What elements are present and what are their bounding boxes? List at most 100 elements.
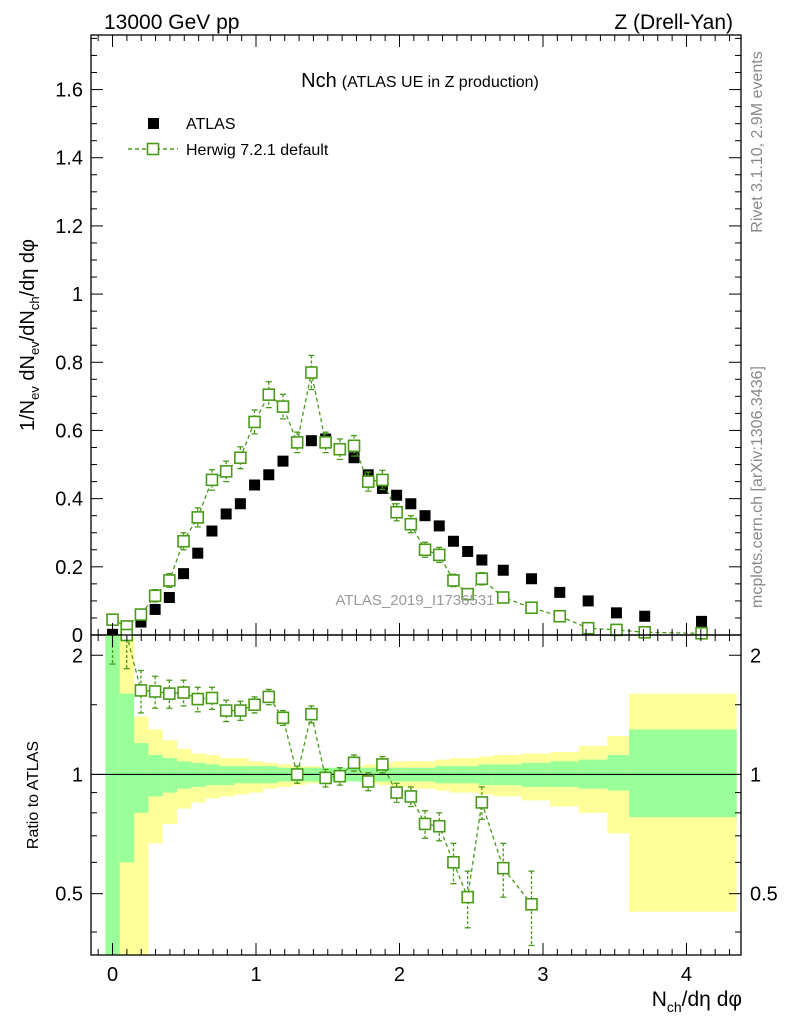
- ratio-herwig-point: [276, 711, 290, 725]
- ratio-y-tick-label-right: 0.5: [750, 884, 778, 906]
- atlas-point: [610, 607, 622, 619]
- ratio-herwig-point: [347, 756, 361, 770]
- atlas-point: [220, 508, 232, 520]
- ratio-herwig-point: [418, 817, 432, 831]
- herwig-point: [525, 601, 538, 615]
- ratio-herwig-point: [248, 698, 261, 712]
- herwig-point: [404, 517, 418, 531]
- y-tick-label: 1.4: [55, 148, 83, 170]
- x-axis-label: Nch/dη dφ: [652, 988, 742, 1015]
- atlas-point: [405, 498, 417, 510]
- chart-title-sub: (ATLAS UE in Z production): [342, 74, 539, 91]
- herwig-point: [695, 626, 708, 640]
- herwig-point: [376, 473, 389, 487]
- y-tick-label: 1: [72, 284, 83, 306]
- ratio-y-axis-label: Ratio to ATLAS: [25, 741, 42, 849]
- herwig-point: [319, 436, 332, 449]
- uncertainty-band-inner: [220, 766, 235, 786]
- uncertainty-band-inner: [148, 754, 163, 797]
- x-tick-label: 1: [250, 964, 261, 986]
- herwig-point: [262, 388, 276, 401]
- herwig-point: [461, 587, 474, 601]
- ratio-herwig-point: [333, 769, 347, 783]
- herwig-point: [163, 574, 176, 587]
- analysis-watermark: ATLAS_2019_I1736531: [335, 592, 494, 609]
- ratio-herwig-point: [390, 786, 403, 799]
- y-tick-label: 0.4: [55, 489, 83, 511]
- atlas-point: [433, 520, 445, 532]
- legend-marker-herwig: [146, 142, 160, 156]
- atlas-point: [526, 573, 538, 585]
- ratio-herwig-point: [191, 692, 205, 706]
- ratio-y-tick-label: 0.5: [55, 884, 83, 906]
- ratio-herwig-point: [290, 768, 304, 781]
- ratio-herwig-point: [219, 704, 233, 717]
- legend-label-herwig: Herwig 7.2.1 default: [186, 142, 329, 159]
- atlas-point: [206, 525, 218, 537]
- uncertainty-band-inner: [629, 729, 737, 818]
- main-y-axis-label: 1/Nev dNev/dNch/dη dφ: [17, 239, 42, 431]
- herwig-point: [432, 548, 446, 562]
- herwig-point: [447, 574, 460, 587]
- x-tick-label: 2: [394, 964, 405, 986]
- header-left: 13000 GeV pp: [104, 11, 239, 34]
- atlas-point: [249, 479, 261, 491]
- legend-label-atlas: ATLAS: [186, 116, 236, 133]
- y-tick-label: 0.6: [55, 420, 83, 442]
- y-tick-label: 0: [72, 625, 83, 647]
- herwig-point: [205, 473, 219, 487]
- herwig-point: [134, 608, 148, 621]
- herwig-point: [418, 543, 432, 557]
- ratio-herwig-point: [376, 758, 389, 771]
- herwig-point: [234, 451, 247, 465]
- x-tick-label: 3: [537, 964, 548, 986]
- y-tick-label: 0.2: [55, 557, 83, 579]
- atlas-point: [462, 545, 474, 557]
- herwig-point: [638, 625, 652, 639]
- atlas-point: [376, 482, 388, 494]
- ratio-herwig-point: [319, 771, 332, 785]
- chart-title: Nch (ATLAS UE in Z production): [301, 70, 539, 92]
- atlas-point: [639, 610, 651, 622]
- ratio-herwig-point: [177, 686, 190, 699]
- ratio-y-tick-label-right: 2: [750, 645, 761, 667]
- uncertainty-band-inner: [105, 635, 120, 955]
- herwig-point: [475, 572, 489, 586]
- ratio-herwig-point: [148, 685, 162, 698]
- ratio-y-tick-label-right: 1: [750, 764, 761, 786]
- ratio-y-tick-label: 1: [72, 764, 83, 786]
- mcplots-label: mcplots.cern.ch [arXiv:1306.3436]: [749, 366, 766, 608]
- atlas-point: [149, 603, 161, 615]
- herwig-point: [581, 621, 595, 635]
- atlas-point: [348, 452, 360, 464]
- uncertainty-band-inner: [607, 754, 630, 791]
- y-tick-label: 1.2: [55, 216, 83, 238]
- ratio-herwig-point: [134, 684, 148, 697]
- herwig-point: [305, 366, 318, 379]
- herwig-point: [496, 591, 510, 604]
- uncertainty-band-inner: [119, 693, 135, 863]
- ratio-herwig-point: [475, 796, 489, 809]
- ratio-plot-frame: [90, 634, 742, 956]
- atlas-point: [497, 564, 509, 576]
- atlas-point: [192, 547, 204, 559]
- rivet-version-label: Rivet 3.1.10, 2.9M events: [749, 51, 766, 232]
- ratio-herwig-point: [447, 856, 460, 869]
- legend-marker-atlas: [148, 118, 159, 129]
- ratio-y-tick-label: 2: [72, 645, 83, 667]
- atlas-point: [178, 568, 190, 580]
- ratio-herwig-point: [234, 704, 247, 717]
- herwig-point: [219, 465, 233, 478]
- y-tick-label: 0.8: [55, 352, 83, 374]
- herwig-line: [112, 372, 702, 634]
- herwig-point: [390, 505, 403, 519]
- atlas-point: [135, 616, 147, 628]
- uncertainty-band-inner: [162, 758, 178, 793]
- herwig-point: [191, 511, 205, 524]
- herwig-point: [553, 609, 567, 623]
- atlas-point: [554, 586, 566, 598]
- ratio-herwig-point: [262, 690, 276, 704]
- chart-title-main: Nch: [301, 70, 337, 92]
- herwig-point: [361, 475, 375, 488]
- ratio-herwig-point: [163, 687, 176, 700]
